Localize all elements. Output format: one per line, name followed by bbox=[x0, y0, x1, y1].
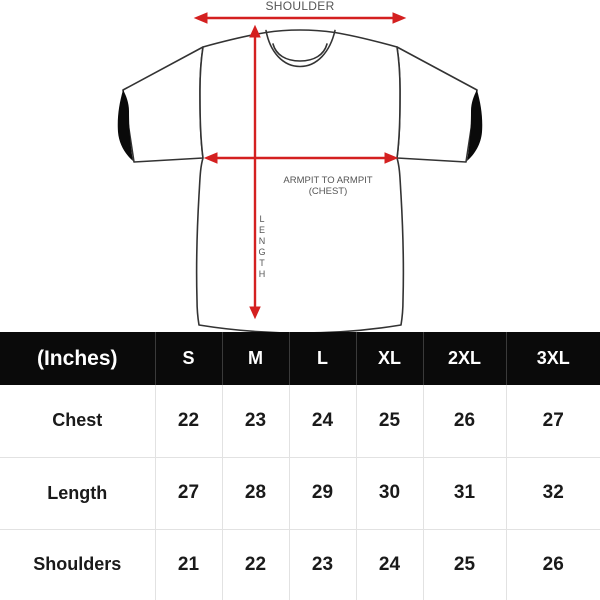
svg-text:G: G bbox=[258, 247, 265, 257]
svg-text:L: L bbox=[259, 214, 264, 224]
svg-text:T: T bbox=[259, 258, 265, 268]
svg-text:SHOULDER: SHOULDER bbox=[265, 0, 334, 13]
svg-text:H: H bbox=[259, 269, 266, 279]
svg-text:ARMPIT TO ARMPIT: ARMPIT TO ARMPIT bbox=[283, 175, 372, 186]
svg-text:E: E bbox=[259, 225, 265, 235]
svg-text:N: N bbox=[259, 236, 266, 246]
svg-text:(CHEST): (CHEST) bbox=[309, 186, 348, 197]
